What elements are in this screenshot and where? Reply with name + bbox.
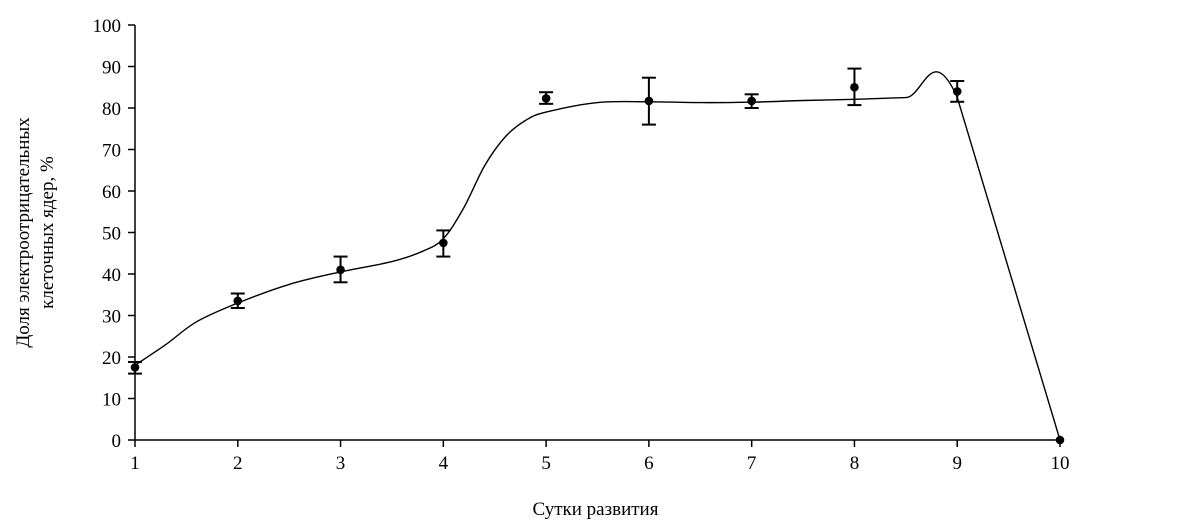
data-point bbox=[233, 296, 243, 306]
x-tick-label: 5 bbox=[541, 453, 551, 474]
y-axis-ticks: 0 10 20 30 40 50 60 70 80 90 100 bbox=[93, 16, 135, 452]
y-tick-label: 10 bbox=[102, 390, 121, 411]
y-axis-title-line-1: Доля электроотрицательных bbox=[13, 117, 34, 348]
x-tick-label: 9 bbox=[952, 453, 962, 474]
x-tick-label: 8 bbox=[850, 453, 860, 474]
y-tick-label: 90 bbox=[102, 58, 121, 79]
data-point bbox=[541, 94, 551, 103]
data-point bbox=[850, 82, 859, 92]
series-trend-line bbox=[134, 71, 1061, 441]
y-axis-title-line-2: клеточных ядер, % bbox=[37, 156, 58, 309]
x-tick-label: 7 bbox=[747, 453, 757, 474]
x-tick-label: 1 bbox=[130, 453, 140, 474]
x-tick-label: 3 bbox=[336, 453, 346, 474]
x-tick-label: 10 bbox=[1051, 453, 1070, 474]
y-tick-label: 60 bbox=[102, 182, 121, 203]
y-tick-label: 0 bbox=[112, 431, 122, 452]
data-point bbox=[439, 238, 448, 248]
data-point bbox=[644, 96, 654, 106]
x-axis-title: Сутки развития bbox=[533, 499, 659, 520]
axis-titles: Сутки развития Доля электроотрицательных… bbox=[13, 117, 659, 520]
x-axis-ticks: 1 2 3 4 5 6 7 8 9 10 bbox=[130, 440, 1070, 474]
data-point bbox=[747, 96, 756, 106]
y-tick-label: 100 bbox=[93, 16, 122, 37]
x-tick-label: 4 bbox=[439, 453, 449, 474]
plot-area bbox=[128, 67, 1065, 445]
y-tick-label: 30 bbox=[102, 307, 121, 328]
data-point bbox=[336, 265, 345, 275]
y-tick-label: 80 bbox=[102, 99, 121, 120]
y-tick-label: 40 bbox=[102, 265, 121, 286]
y-tick-label: 50 bbox=[102, 224, 121, 245]
x-tick-label: 2 bbox=[233, 453, 243, 474]
x-tick-label: 6 bbox=[644, 453, 654, 474]
y-tick-label: 20 bbox=[102, 348, 121, 369]
y-tick-label: 70 bbox=[102, 141, 121, 162]
axes: 1 2 3 4 5 6 7 8 9 10 0 10 20 30 40 50 60 70 80 90 100 bbox=[93, 16, 1070, 474]
data-point bbox=[952, 87, 962, 96]
